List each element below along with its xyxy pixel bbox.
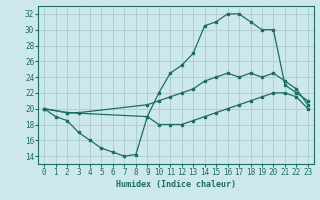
X-axis label: Humidex (Indice chaleur): Humidex (Indice chaleur) <box>116 180 236 189</box>
